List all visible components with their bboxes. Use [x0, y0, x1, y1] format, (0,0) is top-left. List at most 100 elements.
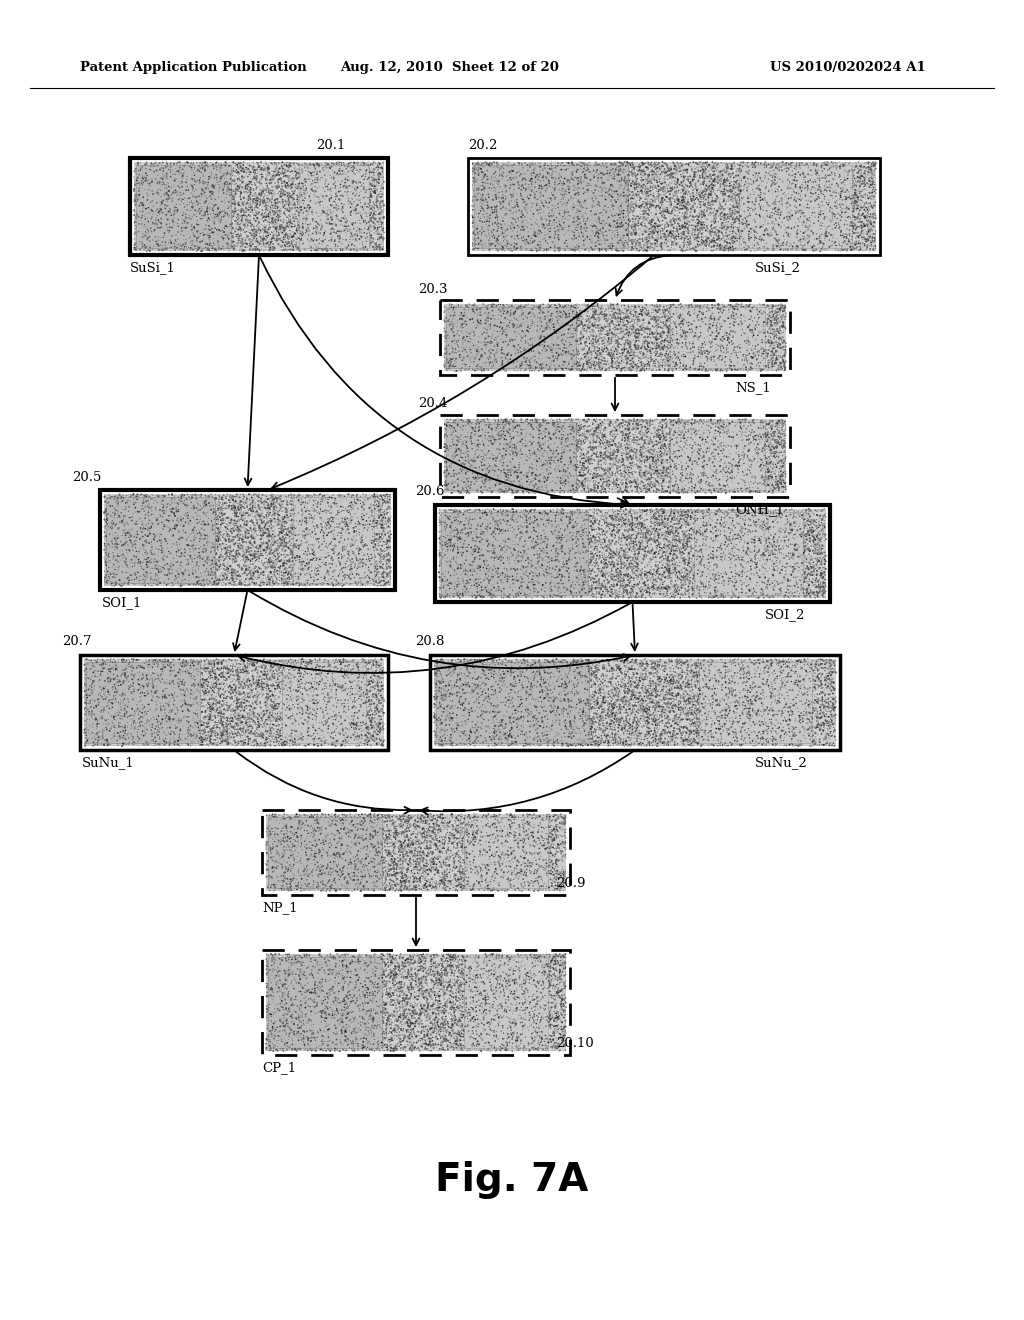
Point	[501, 1005, 517, 1026]
Point	[420, 965, 436, 986]
Point	[271, 537, 288, 558]
Point	[785, 210, 802, 231]
Point	[97, 710, 114, 731]
Point	[193, 569, 209, 590]
Point	[673, 467, 689, 488]
Point	[316, 998, 333, 1019]
Point	[697, 209, 714, 230]
Point	[700, 420, 717, 441]
Point	[559, 467, 575, 488]
Point	[492, 1011, 508, 1032]
Point	[476, 412, 493, 433]
Point	[637, 574, 653, 595]
Point	[819, 154, 836, 176]
Point	[643, 343, 659, 364]
Point	[543, 236, 559, 257]
Point	[694, 166, 711, 187]
Point	[147, 676, 164, 697]
Point	[741, 478, 758, 499]
Point	[548, 556, 564, 577]
Point	[800, 565, 816, 586]
Point	[768, 418, 784, 440]
Point	[383, 851, 399, 873]
Point	[743, 553, 760, 574]
Point	[512, 558, 528, 579]
Point	[670, 466, 686, 487]
Point	[121, 700, 137, 721]
Point	[571, 649, 588, 671]
Point	[423, 969, 439, 990]
Point	[341, 156, 357, 177]
Point	[139, 677, 156, 698]
Point	[361, 993, 378, 1014]
Point	[772, 355, 788, 376]
Point	[489, 1010, 506, 1031]
Point	[169, 663, 185, 684]
Point	[618, 521, 635, 543]
Point	[190, 560, 207, 581]
Point	[201, 173, 217, 194]
Point	[784, 170, 801, 191]
Point	[462, 964, 478, 985]
Point	[852, 166, 868, 187]
Point	[738, 338, 755, 359]
Point	[760, 331, 776, 352]
Point	[338, 866, 354, 887]
Point	[643, 556, 659, 577]
Point	[631, 700, 647, 721]
Point	[187, 537, 204, 558]
Point	[750, 561, 766, 582]
Point	[461, 437, 477, 458]
Point	[501, 553, 517, 574]
Point	[678, 525, 694, 546]
Point	[530, 564, 547, 585]
Point	[282, 840, 298, 861]
Point	[530, 983, 547, 1005]
Point	[612, 176, 629, 197]
Point	[453, 1014, 469, 1035]
Point	[191, 560, 208, 581]
Point	[477, 879, 494, 900]
Point	[796, 572, 812, 593]
Point	[591, 548, 607, 569]
Point	[814, 694, 830, 715]
Point	[238, 706, 254, 727]
Point	[716, 516, 732, 537]
Point	[570, 569, 587, 590]
Point	[329, 186, 345, 207]
Point	[237, 214, 253, 235]
Point	[860, 197, 877, 218]
Point	[478, 961, 495, 982]
Point	[124, 713, 140, 734]
Point	[706, 199, 722, 220]
Point	[185, 236, 202, 257]
Point	[179, 655, 196, 676]
Point	[756, 330, 772, 351]
Point	[725, 574, 741, 595]
Point	[679, 504, 695, 525]
Point	[544, 858, 560, 879]
Point	[621, 705, 637, 726]
Point	[754, 734, 770, 755]
Point	[264, 700, 281, 721]
Point	[634, 436, 650, 457]
Point	[423, 997, 439, 1018]
Point	[725, 652, 741, 673]
Point	[117, 696, 133, 717]
Point	[800, 172, 816, 193]
Point	[678, 690, 694, 711]
Point	[441, 958, 458, 979]
Point	[449, 506, 465, 527]
Point	[368, 667, 384, 688]
Point	[316, 944, 333, 965]
Point	[534, 540, 550, 561]
Point	[509, 866, 525, 887]
Point	[497, 206, 513, 227]
Point	[381, 805, 397, 826]
Point	[524, 669, 541, 690]
Point	[676, 442, 692, 463]
Point	[415, 958, 431, 979]
Point	[436, 581, 453, 602]
Point	[485, 527, 502, 548]
Point	[795, 214, 811, 235]
